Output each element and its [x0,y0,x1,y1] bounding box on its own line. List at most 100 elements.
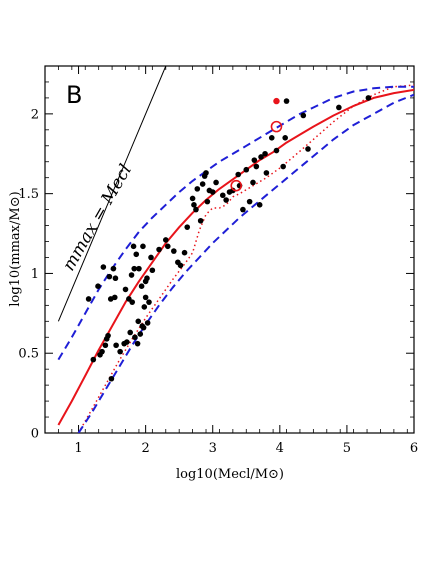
x-tick-label: 6 [410,441,418,456]
data-point [204,198,211,205]
data-point [95,283,101,290]
data-point [110,265,117,272]
data-point [262,150,268,157]
black-thin-curve [57,66,167,322]
data-point [365,95,372,101]
data-point [138,283,145,290]
data-point [282,135,288,141]
y-tick-label: 0.5 [18,347,39,362]
data-point [164,243,171,250]
data-point [280,163,286,170]
data-point [144,320,151,326]
y-tick-label: 1.5 [18,187,39,202]
data-point [253,163,260,170]
data-point [124,339,130,345]
data-point [230,187,236,194]
data-point [246,198,253,205]
identity-annotation: mmax = Mecl [59,161,136,274]
data-point [148,254,154,261]
data-point [122,286,129,293]
data-point [336,104,342,111]
data-point [85,296,92,302]
data-point [268,135,275,141]
y-tick-label: 0 [31,427,39,442]
data-point [203,170,209,176]
red-solid-curve [57,88,414,426]
data-point [250,179,256,186]
data-point [117,348,123,355]
data-point [283,98,290,104]
data-point [111,294,118,301]
data-point [100,264,107,270]
data-point [90,356,97,363]
data-point [102,342,109,349]
data-point [112,275,119,282]
red-open-circle [270,120,283,133]
data-point [263,170,270,176]
data-point [156,246,162,253]
data-point [197,217,204,224]
data-point [131,265,138,272]
data-point [256,202,263,208]
red-dotted-curve [77,84,414,433]
data-point [251,157,258,163]
data-point [258,154,264,160]
data-point [142,294,149,301]
data-point [243,166,250,173]
data-point [134,340,141,347]
data-point [219,192,226,199]
data-point [105,332,111,339]
y-axis-label: log10(mmax/M⊙) [8,191,23,306]
y-tick-label: 1 [31,267,39,282]
data-point [140,324,147,331]
data-point [108,375,115,382]
data-point [106,273,113,280]
data-point [191,202,197,208]
blue-dashed-curve [57,85,414,361]
x-axis-label: log10(Mecl/M⊙) [176,467,284,482]
data-point [194,186,201,192]
data-point [144,275,150,282]
data-point [162,237,169,243]
data-point [113,342,119,349]
data-point [235,171,242,178]
data-point [209,189,216,195]
data-point [99,348,105,355]
data-point [223,197,229,203]
data-point [132,334,138,341]
data-point [128,272,135,278]
data-point [189,195,196,202]
points-layer [85,95,372,382]
data-point [177,262,184,269]
panel-label: B [66,81,82,109]
data-point [181,249,188,256]
data-point [171,248,177,254]
x-tick-label: 4 [276,441,284,456]
data-point [273,147,280,154]
data-point [127,329,134,336]
data-point [137,331,144,337]
data-point [300,112,307,119]
x-tick-label: 3 [209,441,217,456]
x-tick-label: 2 [141,441,149,456]
data-point [213,179,219,186]
data-point [193,206,199,213]
data-point [133,251,140,258]
red-data-point [273,97,280,105]
data-point [146,299,152,305]
data-point [129,299,136,305]
data-point [240,206,246,213]
data-point [305,146,311,152]
data-point [149,267,156,274]
data-point [140,243,146,250]
blue-dashed-curve [77,93,414,433]
x-tick-label: 1 [74,441,82,456]
data-point [136,265,142,272]
data-point [130,243,137,250]
data-point [184,224,191,230]
tick-marks [44,66,415,434]
data-point [135,318,142,325]
x-tick-label: 5 [343,441,351,456]
data-point [141,304,148,310]
